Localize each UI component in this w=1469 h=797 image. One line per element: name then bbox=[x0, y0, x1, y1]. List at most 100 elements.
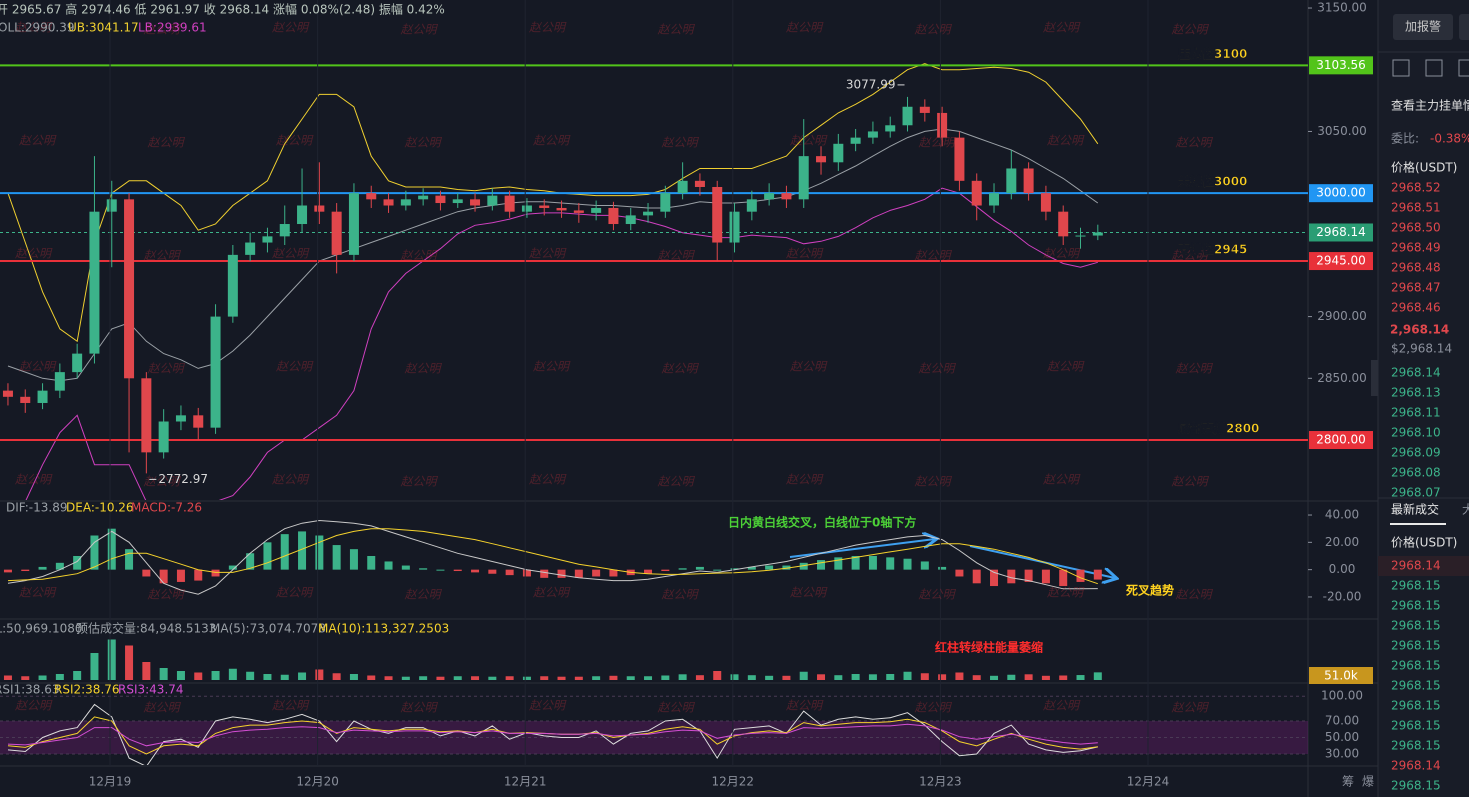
volume-bar bbox=[765, 675, 774, 680]
watermark: 赵公明 bbox=[19, 586, 57, 600]
macd-bar bbox=[176, 569, 185, 582]
footer-tab[interactable]: 爆 bbox=[1362, 775, 1374, 789]
watermark: 赵公明 bbox=[658, 475, 696, 489]
watermark: 赵公明 bbox=[144, 249, 182, 263]
dif-line bbox=[7, 519, 1098, 595]
macd-bar bbox=[955, 569, 964, 577]
macd-bar bbox=[1007, 569, 1016, 584]
depth-link[interactable]: 查看主力挂单情 bbox=[1391, 99, 1469, 113]
volume-bar bbox=[505, 676, 514, 680]
volume-bar bbox=[851, 674, 860, 680]
layout-icon[interactable] bbox=[1458, 59, 1469, 77]
candle-body bbox=[1006, 168, 1017, 194]
rsi-panel bbox=[0, 695, 1308, 765]
macd-bar bbox=[3, 569, 12, 573]
watermark: 赵公明 bbox=[658, 249, 696, 263]
alert-button[interactable] bbox=[1393, 14, 1453, 40]
watermark: 赵公明 bbox=[1172, 701, 1210, 715]
macd-bar bbox=[384, 561, 393, 570]
macd-bar bbox=[644, 569, 653, 574]
y-tick-label: 40.00 bbox=[1325, 508, 1359, 522]
watermark: 赵公明 bbox=[401, 249, 439, 263]
y-tick-label: 70.00 bbox=[1325, 713, 1359, 727]
candle-body bbox=[487, 195, 498, 206]
volume-bar bbox=[453, 676, 462, 680]
watermark: 赵公明 bbox=[19, 360, 57, 374]
watermark: 赵公明 bbox=[1172, 249, 1210, 263]
volume-bar bbox=[107, 639, 116, 680]
watermark: 赵公明 bbox=[529, 247, 567, 261]
alert-button-label[interactable]: 加报警 bbox=[1405, 19, 1441, 34]
candle-body bbox=[867, 131, 878, 138]
volume-bar bbox=[228, 668, 237, 680]
ratio-value: -0.38% bbox=[1430, 132, 1469, 146]
candle-body bbox=[175, 415, 186, 422]
watermark: 赵公明 bbox=[786, 473, 824, 487]
bid-price: 2968.09 bbox=[1391, 446, 1441, 460]
rsi1-line bbox=[7, 703, 1098, 765]
candle-body bbox=[245, 242, 256, 255]
trade-price: 2968.15 bbox=[1391, 679, 1441, 693]
watermark: 赵公明 bbox=[529, 21, 567, 35]
volume-bar bbox=[557, 676, 566, 680]
macd-bar bbox=[678, 568, 687, 570]
volume-bar bbox=[1076, 675, 1085, 680]
candle-body bbox=[764, 193, 775, 200]
layout-icon[interactable] bbox=[1392, 59, 1410, 77]
volume-bar bbox=[903, 671, 912, 680]
ratio-label: 委比: bbox=[1391, 132, 1419, 146]
candle-body bbox=[539, 205, 550, 208]
candle-body bbox=[262, 236, 273, 243]
bid-price: 2968.08 bbox=[1391, 466, 1441, 480]
volume-bar bbox=[522, 676, 531, 680]
macd-bar bbox=[834, 557, 843, 570]
volume-bar bbox=[799, 671, 808, 680]
macd-bar bbox=[695, 566, 704, 570]
volume-bar bbox=[90, 653, 99, 680]
macd-bar bbox=[21, 569, 30, 572]
macd-bar bbox=[246, 553, 255, 570]
candle-body bbox=[348, 193, 359, 255]
volume-bar bbox=[1024, 674, 1033, 680]
trades-tab[interactable]: 大 bbox=[1462, 503, 1469, 517]
x-tick-label: 12月23 bbox=[919, 775, 962, 789]
trades-tab[interactable]: 最新成交 bbox=[1391, 502, 1439, 517]
column-header: 价格(USDT) bbox=[1391, 160, 1457, 175]
watermark: 赵公明 bbox=[1172, 23, 1210, 37]
volume-bar bbox=[972, 675, 981, 680]
candle-body bbox=[643, 211, 654, 216]
price-tag-label: 3103.56 bbox=[1316, 58, 1366, 72]
watermark: 赵公明 bbox=[919, 362, 957, 376]
watermark: 赵公明 bbox=[1047, 134, 1085, 148]
candle-body bbox=[158, 421, 169, 453]
macd-bar bbox=[574, 569, 583, 578]
macd-bar bbox=[747, 566, 756, 570]
ask-price: 2968.46 bbox=[1391, 301, 1441, 315]
watermark: 赵公明 bbox=[658, 23, 696, 37]
volume-bar bbox=[540, 676, 549, 680]
trade-price: 2968.15 bbox=[1391, 659, 1441, 673]
level-label: 关键位3000 bbox=[1178, 174, 1247, 189]
button[interactable] bbox=[1459, 14, 1469, 40]
watermark: 赵公明 bbox=[786, 699, 824, 713]
volume-bar bbox=[159, 668, 168, 680]
trade-price: 2968.15 bbox=[1391, 599, 1441, 613]
candle-body bbox=[54, 372, 65, 391]
volume-bar bbox=[1059, 675, 1068, 680]
macd-bar bbox=[938, 566, 947, 570]
price-tag bbox=[1309, 184, 1373, 203]
macd-bar bbox=[886, 557, 895, 570]
footer-tab[interactable]: 筹 bbox=[1342, 775, 1354, 789]
trade-price: 2968.15 bbox=[1391, 779, 1441, 793]
candle-body bbox=[625, 215, 636, 225]
candle-body bbox=[556, 207, 567, 211]
volume-bar bbox=[384, 676, 393, 680]
candle-body bbox=[418, 195, 429, 200]
volume-bar bbox=[626, 676, 635, 680]
collapse-handle[interactable] bbox=[1371, 360, 1378, 396]
layout-icon[interactable] bbox=[1425, 59, 1443, 77]
watermark: 赵公明 bbox=[405, 136, 443, 150]
macd-bar bbox=[817, 560, 826, 570]
macd-bar bbox=[263, 542, 272, 570]
